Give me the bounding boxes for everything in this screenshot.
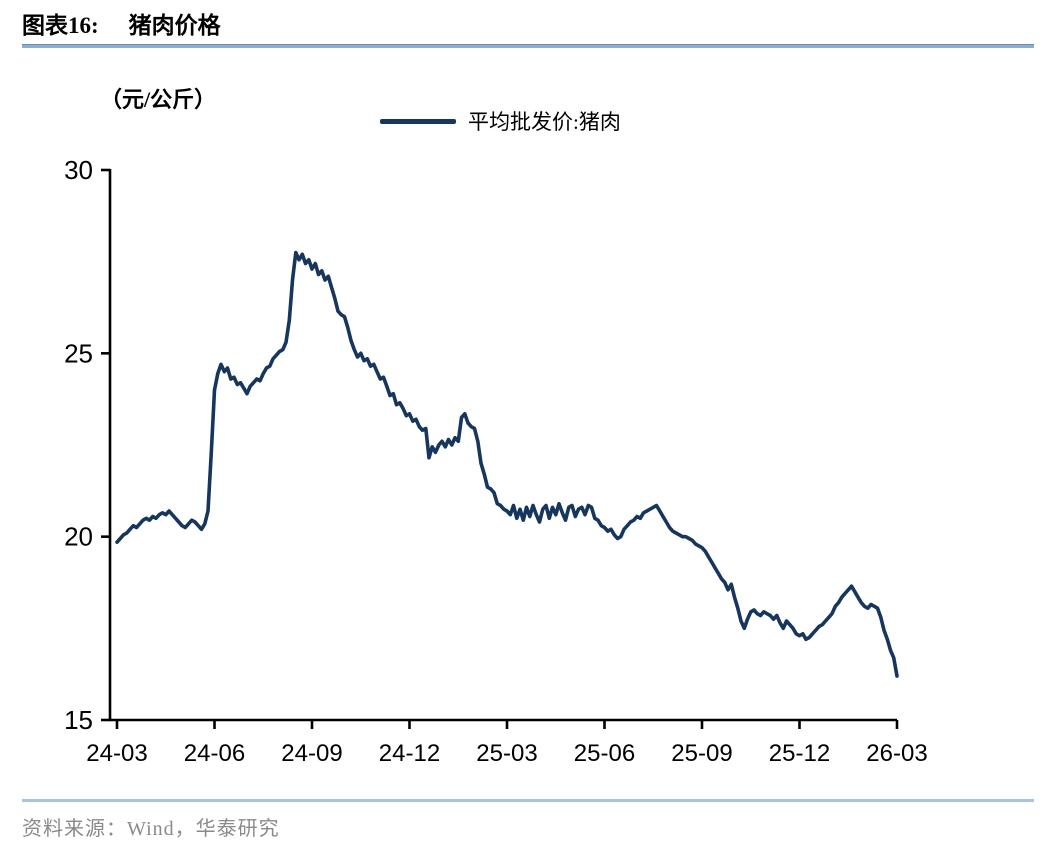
axes	[108, 169, 897, 722]
x-tick-label: 25-12	[769, 740, 830, 767]
y-axis-unit-label: （元/公斤）	[100, 87, 217, 112]
chart-legend: 平均批发价:猪肉	[380, 106, 621, 136]
y-tick-label: 15	[64, 705, 93, 735]
x-tick-label: 25-03	[476, 740, 537, 767]
figure-number: 图表16:	[22, 13, 99, 38]
figure-title-text: 猪肉价格	[128, 13, 221, 38]
x-tick-label: 25-06	[574, 740, 635, 767]
x-tick-label: 24-09	[281, 740, 342, 767]
x-tick-label: 24-03	[86, 740, 147, 767]
x-tick-label: 24-06	[184, 740, 245, 767]
title-divider	[22, 44, 1034, 48]
y-tick-label: 30	[64, 155, 93, 185]
footer-divider	[22, 799, 1034, 802]
y-tick-label: 25	[64, 338, 93, 368]
price-line-series	[115, 250, 899, 678]
source-attribution: 资料来源：Wind，华泰研究	[22, 818, 280, 840]
x-tick-label: 25-09	[671, 740, 732, 767]
legend-line-swatch	[380, 118, 456, 124]
y-tick-label: 20	[64, 522, 93, 552]
x-tick-label: 26-03	[866, 740, 927, 767]
figure-title: 图表16: 猪肉价格	[22, 6, 221, 40]
legend-series-label: 平均批发价:猪肉	[468, 110, 621, 134]
x-tick-label: 24-12	[379, 740, 440, 767]
